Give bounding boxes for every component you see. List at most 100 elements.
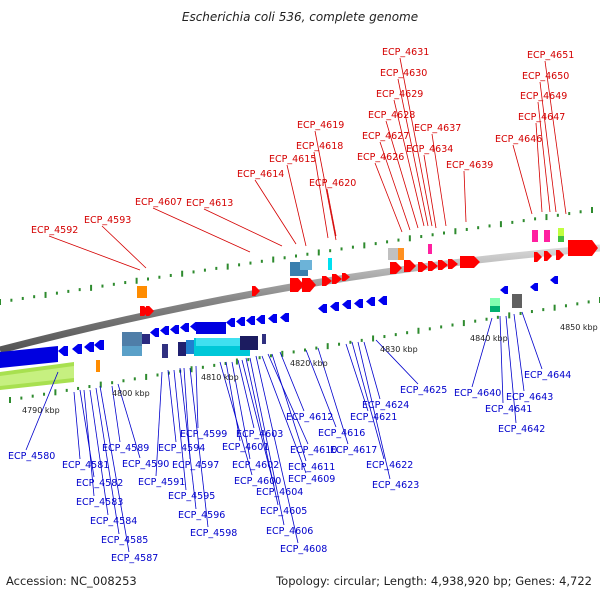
forward-gene	[460, 256, 480, 268]
tick-mark-inner	[247, 358, 250, 362]
forward-gene-label: ECP_4615	[269, 154, 316, 165]
forward-gene	[252, 286, 260, 296]
tick-mark-inner	[88, 385, 91, 389]
tick-mark-inner	[292, 350, 295, 354]
tick-mark-outer	[454, 228, 457, 235]
tick-mark-outer	[158, 275, 161, 279]
tick-mark-outer	[556, 213, 559, 217]
reverse-gene-label-line	[117, 383, 141, 459]
reverse-gene-label-line	[305, 349, 337, 428]
feature-block	[300, 260, 312, 270]
tick-mark-inner	[133, 377, 136, 381]
forward-gene-label: ECP_4613	[186, 198, 233, 209]
tick-mark-outer	[579, 210, 582, 214]
reverse-gene-label: ECP_4595	[168, 491, 215, 502]
reverse-gene-label-line	[231, 361, 251, 460]
tick-mark-outer	[283, 256, 286, 260]
feature-block	[178, 342, 186, 356]
tick-mark-outer	[226, 263, 229, 270]
feature-block	[544, 230, 550, 242]
ruler-label: 4850 kbp	[560, 323, 598, 332]
reverse-gene-label-line	[351, 341, 385, 460]
reverse-gene-label-line	[255, 355, 299, 544]
feature-block	[122, 332, 142, 346]
tick-mark-inner	[360, 338, 363, 342]
forward-gene-label: ECP_4630	[380, 68, 427, 79]
reverse-gene-label-line	[111, 385, 121, 443]
reverse-gene-label-line	[167, 369, 177, 443]
forward-gene	[438, 260, 448, 270]
reverse-gene-label-line	[189, 367, 209, 528]
forward-gene-label-line	[423, 154, 437, 229]
tick-mark-inner	[65, 388, 68, 392]
tick-mark-outer	[386, 240, 389, 244]
tick-mark-inner	[564, 304, 567, 308]
feature-block	[398, 248, 404, 260]
forward-gene-label: ECP_4637	[414, 123, 461, 134]
tick-mark-outer	[329, 249, 332, 253]
reverse-gene-label: ECP_4605	[260, 506, 307, 517]
forward-gene-label-line	[326, 188, 337, 237]
reverse-gene-label-line	[89, 389, 109, 516]
tick-mark-outer	[443, 231, 445, 235]
tick-mark-outer	[21, 296, 24, 300]
reverse-gene-label-line	[25, 371, 59, 451]
tick-mark-inner	[258, 356, 261, 360]
feature-block	[388, 248, 398, 260]
tick-mark-outer	[420, 235, 423, 239]
tick-mark-inner	[508, 312, 511, 319]
ruler-label: 4810 kbp	[201, 373, 239, 382]
tick-mark-outer	[363, 242, 366, 249]
reverse-gene-label: ECP_4582	[76, 478, 123, 489]
forward-gene-label: ECP_4646	[495, 134, 542, 145]
tick-mark-inner	[474, 319, 477, 323]
forward-gene	[322, 276, 332, 286]
reverse-gene	[160, 326, 169, 335]
tick-mark-inner	[338, 342, 341, 346]
forward-gene	[404, 260, 416, 272]
tick-mark-inner	[269, 354, 272, 358]
forward-gene-label: ECP_4614	[237, 169, 284, 180]
reverse-gene	[354, 299, 363, 308]
reverse-gene-label: ECP_4641	[485, 404, 532, 415]
reverse-gene	[170, 325, 179, 334]
reverse-gene	[84, 342, 94, 352]
reverse-gene-label: ECP_4644	[524, 370, 571, 381]
tick-mark-outer	[260, 259, 263, 263]
tick-mark-outer	[135, 277, 138, 284]
reverse-gene-long	[196, 322, 226, 334]
reverse-gene-label: ECP_4603	[236, 429, 283, 440]
forward-gene-label-line	[314, 130, 337, 241]
feature-block	[196, 338, 250, 346]
tick-mark-inner	[406, 331, 409, 335]
reverse-gene-label: ECP_4580	[8, 451, 55, 462]
tick-mark-outer	[55, 291, 58, 295]
forward-gene-label: ECP_4639	[446, 160, 493, 171]
tick-mark-inner	[451, 323, 454, 327]
forward-gene	[534, 252, 542, 262]
reverse-gene-label: ECP_4611	[288, 462, 335, 473]
forward-gene	[428, 261, 438, 271]
label-layer: 4790 kbp 4800 kbp 4810 kbp 4820 kbp 4830 kbp…	[8, 47, 598, 564]
tick-mark-outer	[33, 295, 36, 299]
reverse-gene-label: ECP_4602	[232, 460, 279, 471]
tick-mark-inner	[326, 343, 329, 350]
reverse-gene-label-line	[237, 359, 255, 429]
forward-gene-label: ECP_4593	[84, 215, 131, 226]
tick-mark-outer	[295, 254, 297, 258]
reverse-gene-label-line	[279, 351, 305, 412]
reverse-gene-label: ECP_4587	[111, 553, 158, 564]
tick-mark-outer	[147, 277, 149, 281]
reverse-gene-label-line	[471, 317, 493, 388]
tick-mark-outer	[306, 252, 309, 256]
reverse-gene-label: ECP_4606	[266, 526, 313, 537]
tick-mark-inner	[304, 348, 306, 352]
feature-block	[512, 294, 522, 308]
reverse-gene	[366, 297, 375, 306]
reverse-gene-label: ECP_4591	[138, 477, 185, 488]
forward-gene-label: ECP_4620	[309, 178, 356, 189]
tick-mark-outer	[351, 245, 354, 249]
tick-mark-inner	[315, 346, 318, 350]
tick-mark-inner	[77, 386, 80, 390]
reverse-gene-label-line	[317, 347, 349, 445]
